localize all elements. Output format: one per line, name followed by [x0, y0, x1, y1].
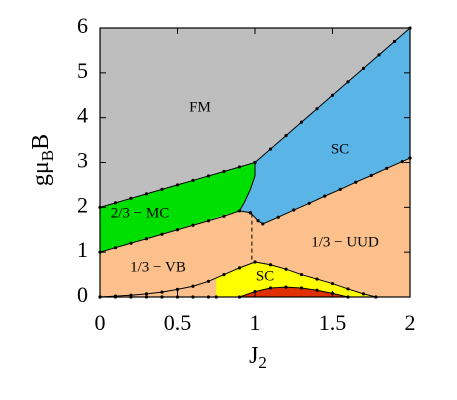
- phase-region: [216, 262, 376, 297]
- phase-region: [239, 28, 410, 224]
- y-tick-label: 1: [77, 237, 88, 262]
- region-label: 1/3 − VB: [130, 259, 186, 275]
- boundary-point: [160, 290, 164, 294]
- y-tick-label: 5: [77, 58, 88, 83]
- boundary-point: [284, 134, 288, 138]
- boundary-point: [144, 292, 149, 296]
- region-label: SC: [256, 268, 274, 284]
- x-tick-label: 1: [250, 310, 261, 335]
- boundary-point: [256, 219, 260, 223]
- phase-region: [100, 28, 410, 208]
- boundary-point: [206, 174, 211, 178]
- boundary-point: [385, 166, 389, 170]
- boundary-point: [253, 260, 257, 264]
- boundary-point: [377, 53, 381, 57]
- boundary-point: [299, 286, 304, 290]
- boundary-point: [261, 222, 265, 226]
- region-label: SC: [331, 141, 349, 157]
- x-tick-label: 1.5: [319, 310, 347, 335]
- boundary-point: [237, 165, 242, 169]
- boundary-point: [113, 246, 118, 250]
- boundary-point: [191, 284, 195, 288]
- boundary-point: [284, 285, 288, 289]
- boundary-point: [346, 80, 350, 84]
- boundary-point: [222, 214, 226, 218]
- boundary-point: [307, 201, 311, 205]
- boundary-point: [129, 196, 133, 200]
- boundary-point: [276, 215, 280, 219]
- x-label-subscript: 2: [258, 353, 267, 372]
- boundary-point: [248, 211, 252, 215]
- boundary-point: [284, 267, 288, 271]
- boundary-point: [144, 192, 149, 196]
- boundary-point: [160, 187, 164, 191]
- region-label: FM: [189, 99, 211, 115]
- y-label-suffix: B: [28, 134, 54, 150]
- y-label-subscript: B: [38, 150, 57, 161]
- phase-boundary: [239, 286, 349, 298]
- boundary-point: [268, 263, 273, 267]
- y-tick-label: 6: [77, 13, 88, 38]
- boundary-point: [323, 194, 327, 198]
- boundary-point: [160, 232, 164, 236]
- boundary-point: [369, 173, 373, 178]
- boundary-point: [392, 39, 397, 44]
- boundary-point: [299, 272, 304, 277]
- boundary-point: [175, 183, 180, 187]
- phase-region: [239, 287, 348, 297]
- boundary-point: [222, 169, 226, 174]
- boundary-point: [129, 241, 133, 245]
- boundary-point: [354, 180, 358, 184]
- boundary-point: [206, 279, 211, 283]
- boundary-point: [268, 286, 273, 290]
- y-tick-label: 3: [77, 148, 88, 173]
- boundary-point: [175, 228, 180, 232]
- phase-region: [100, 162, 255, 253]
- y-tick-label: 4: [77, 103, 88, 128]
- boundary-point: [299, 120, 304, 124]
- boundary-point: [191, 223, 195, 227]
- boundary-point: [206, 219, 211, 223]
- x-axis-label: J2: [249, 343, 267, 372]
- region-label: 1/3 − UUD: [311, 234, 379, 250]
- boundary-point: [113, 201, 118, 205]
- boundary-point: [400, 160, 404, 164]
- boundary-point: [237, 209, 242, 213]
- boundary-point: [361, 292, 366, 296]
- boundary-point: [191, 178, 195, 183]
- boundary-point: [315, 277, 319, 281]
- boundary-point: [346, 287, 350, 291]
- x-tick-label: 2: [405, 310, 416, 335]
- y-tick-label: 2: [77, 192, 88, 217]
- phase-boundary: [239, 162, 256, 212]
- boundary-point: [338, 187, 342, 191]
- y-axis-label: gμBB: [28, 134, 57, 186]
- boundary-point: [237, 266, 242, 270]
- y-label-text: gμ: [28, 161, 54, 186]
- x-tick-label: 0: [95, 310, 106, 335]
- boundary-point: [330, 281, 335, 286]
- boundary-point: [330, 93, 335, 97]
- boundary-point: [315, 288, 319, 292]
- y-tick-label: 0: [77, 282, 88, 307]
- boundary-point: [144, 237, 149, 241]
- boundary-point: [222, 272, 226, 277]
- boundary-point: [268, 147, 273, 151]
- x-label-text: J: [249, 343, 258, 369]
- x-tick-label: 0.5: [164, 310, 192, 335]
- boundary-point: [361, 66, 366, 70]
- boundary-point: [175, 287, 180, 291]
- region-label: 2/3 − MC: [111, 205, 169, 221]
- boundary-point: [315, 107, 319, 111]
- boundary-point: [292, 208, 296, 212]
